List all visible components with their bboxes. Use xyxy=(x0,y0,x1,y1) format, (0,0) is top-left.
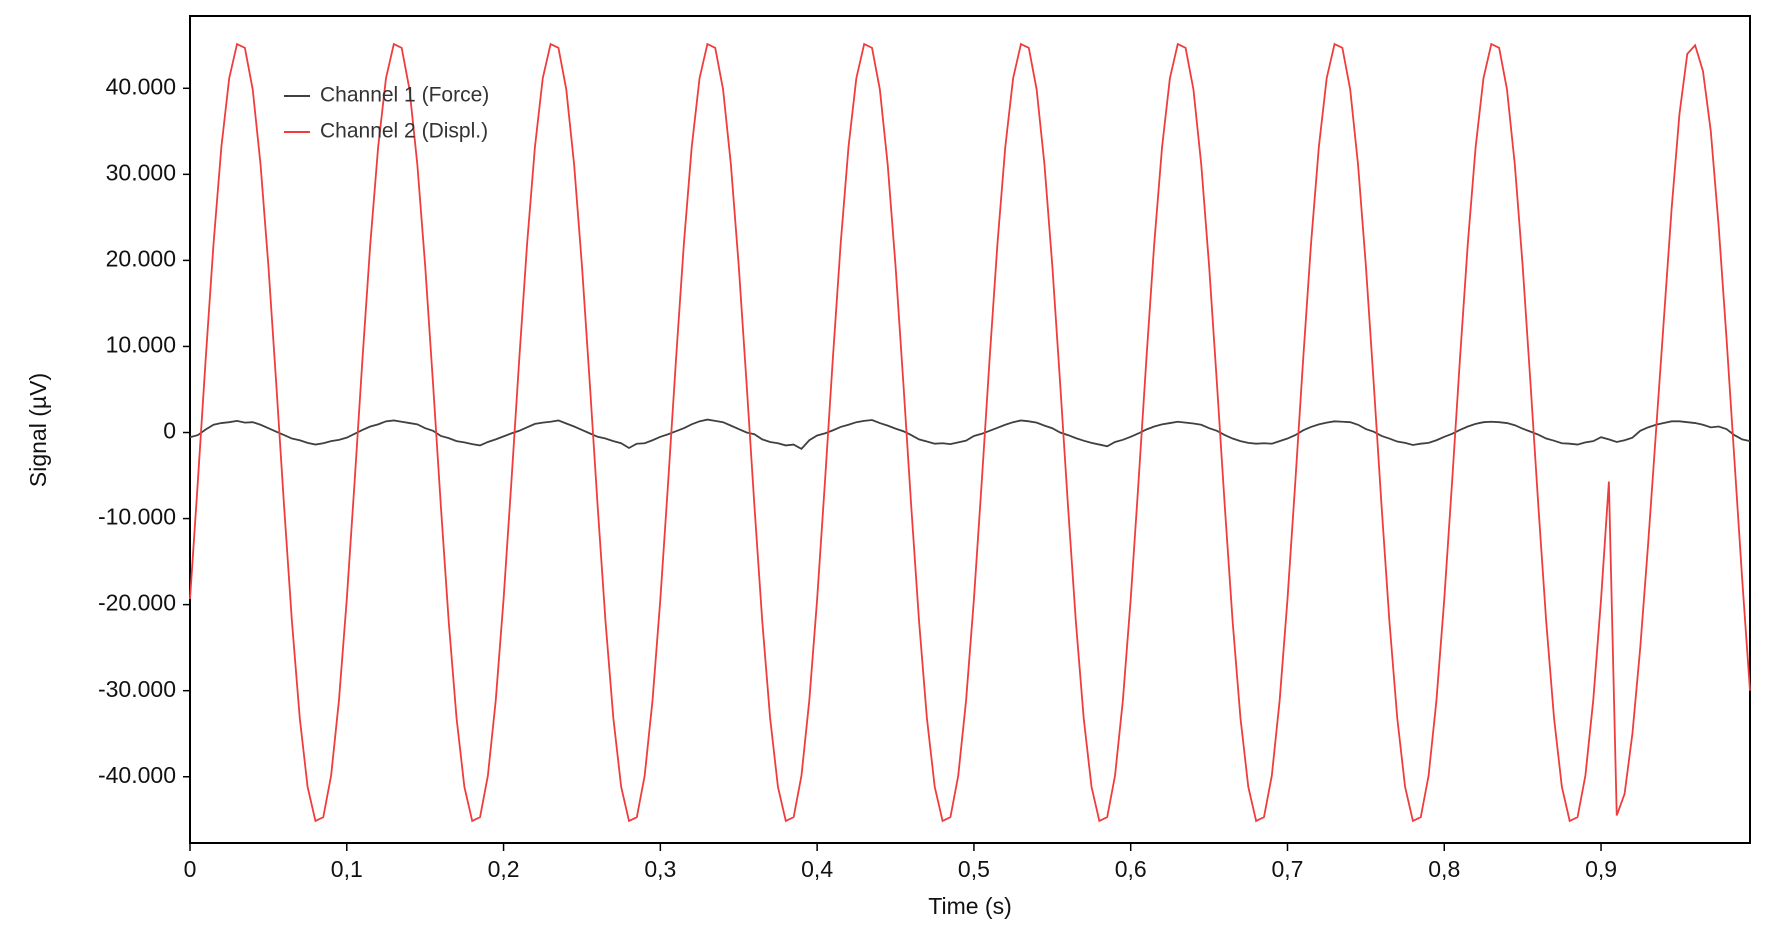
x-tick-label: 0,3 xyxy=(644,856,676,882)
y-tick-label: 10.000 xyxy=(106,332,176,358)
y-tick-label: 40.000 xyxy=(106,73,176,99)
series-line xyxy=(189,418,1751,450)
y-tick-label: -20.000 xyxy=(98,590,176,616)
x-tick-label: 0,5 xyxy=(958,856,990,882)
plot-frame xyxy=(189,15,1751,844)
x-tick-label: 0,4 xyxy=(801,856,833,882)
series-line xyxy=(189,42,1751,823)
legend-label: Channel 2 (Displ.) xyxy=(320,120,488,143)
legend-label: Channel 1 (Force) xyxy=(320,84,489,107)
x-tick-label: 0 xyxy=(184,856,197,882)
y-axis-label: Signal (µV) xyxy=(25,373,51,487)
y-tick-label: -30.000 xyxy=(98,676,176,702)
x-tick-label: 0,2 xyxy=(488,856,520,882)
x-tick-label: 0,6 xyxy=(1115,856,1147,882)
y-tick-label: 20.000 xyxy=(106,245,176,271)
x-tick-label: 0,1 xyxy=(331,856,363,882)
y-tick-label: 30.000 xyxy=(106,159,176,185)
x-tick-label: 0,8 xyxy=(1428,856,1460,882)
x-axis-label: Time (s) xyxy=(928,893,1011,919)
y-tick-label: -10.000 xyxy=(98,504,176,530)
x-tick-label: 0,9 xyxy=(1585,856,1617,882)
x-tick-label: 0,7 xyxy=(1271,856,1303,882)
y-tick-label: -40.000 xyxy=(98,762,176,788)
y-tick-label: 0 xyxy=(163,418,176,444)
